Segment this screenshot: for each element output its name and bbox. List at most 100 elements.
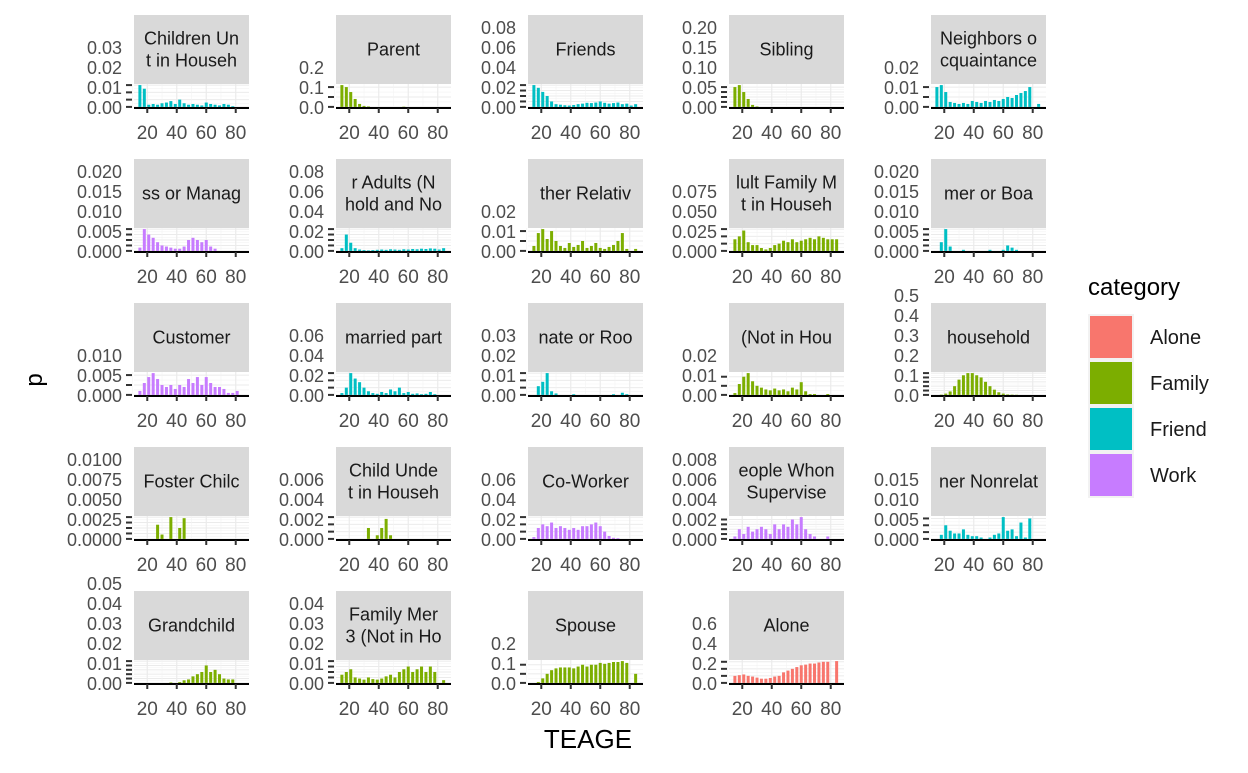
facet-strip bbox=[134, 591, 249, 660]
bar bbox=[603, 102, 607, 107]
bar bbox=[169, 682, 173, 683]
x-tick-label: 40 bbox=[166, 123, 187, 144]
y-tick-label: 0.075 bbox=[672, 182, 717, 202]
bar bbox=[402, 249, 406, 251]
strip-label-group: Customer bbox=[152, 328, 230, 348]
bar bbox=[428, 392, 432, 395]
facet-strip bbox=[528, 447, 643, 516]
x-tick-label: 20 bbox=[339, 411, 360, 432]
x-tick-label: 60 bbox=[196, 267, 217, 288]
x-tick-label: 80 bbox=[225, 267, 246, 288]
x-tick-label: 60 bbox=[791, 411, 812, 432]
bar bbox=[634, 673, 638, 683]
y-tick-label: 0.0100 bbox=[67, 450, 122, 470]
bar bbox=[629, 105, 633, 107]
strip-label-group: Friends bbox=[555, 40, 615, 60]
bar bbox=[751, 381, 755, 395]
x-tick-label: 40 bbox=[761, 123, 782, 144]
legend-items: Alone Family Friend Work bbox=[1088, 314, 1209, 498]
bar bbox=[598, 101, 602, 107]
bar bbox=[397, 249, 401, 251]
facet-strip bbox=[528, 159, 643, 228]
bar bbox=[209, 383, 213, 395]
facet-strip bbox=[336, 15, 451, 84]
legend: category Alone Family Friend Work bbox=[1088, 274, 1209, 498]
bar bbox=[358, 103, 362, 107]
y-tick-label: 0.005 bbox=[77, 366, 122, 386]
bar bbox=[349, 242, 353, 251]
bar bbox=[173, 104, 177, 107]
bar bbox=[433, 672, 437, 683]
bar bbox=[813, 394, 817, 395]
bar bbox=[353, 677, 357, 683]
x-tick-label: 60 bbox=[398, 123, 419, 144]
bar bbox=[567, 242, 571, 251]
bar bbox=[1015, 249, 1019, 251]
bar bbox=[966, 103, 970, 107]
y-tick-label: 0.01 bbox=[682, 366, 717, 386]
bar bbox=[393, 249, 397, 251]
bar bbox=[156, 104, 160, 107]
strip-label: cquaintance bbox=[940, 51, 1037, 71]
y-tick-label: 0.04 bbox=[481, 58, 516, 78]
y-tick-label: 0.010 bbox=[77, 202, 122, 222]
bar bbox=[773, 388, 777, 395]
bar bbox=[550, 670, 554, 683]
bar bbox=[581, 103, 585, 107]
bar bbox=[572, 246, 576, 251]
x-tick-label: 80 bbox=[1022, 123, 1043, 144]
strip-label: (Not in Hou bbox=[741, 328, 832, 348]
bar bbox=[620, 104, 624, 107]
y-tick-label: 0.04 bbox=[481, 490, 516, 510]
bar bbox=[616, 240, 620, 251]
x-tick-label: 40 bbox=[166, 411, 187, 432]
x-tick-label: 60 bbox=[590, 267, 611, 288]
bar bbox=[612, 537, 616, 539]
y-tick-label: 0.005 bbox=[874, 510, 919, 530]
facet-strip bbox=[931, 159, 1046, 228]
bar bbox=[371, 679, 375, 683]
bar bbox=[160, 245, 164, 251]
facet-panel: Parent 0.00.10.2 20 40 60 80 bbox=[299, 15, 451, 144]
bar bbox=[358, 249, 362, 251]
y-tick-label: 0.004 bbox=[672, 490, 717, 510]
bar bbox=[366, 528, 370, 539]
y-tick-label: 0.000 bbox=[874, 530, 919, 550]
x-tick-label: 60 bbox=[590, 699, 611, 720]
bar bbox=[213, 104, 217, 107]
bar bbox=[156, 379, 160, 395]
strip-label-group: Sibling bbox=[759, 40, 813, 60]
bar bbox=[742, 376, 746, 395]
bar bbox=[1019, 522, 1023, 539]
bar bbox=[589, 103, 593, 107]
bar bbox=[187, 679, 191, 683]
y-tick-label: 0.015 bbox=[874, 182, 919, 202]
bar bbox=[213, 386, 217, 395]
y-tick-label: 0.0050 bbox=[67, 490, 122, 510]
y-tick-label: 0.0 bbox=[894, 386, 919, 406]
y-tick-label: 0.5 bbox=[894, 286, 919, 306]
y-tick-label: 0.20 bbox=[682, 18, 717, 38]
bar bbox=[563, 105, 567, 107]
bar bbox=[1001, 98, 1005, 107]
y-tick-label: 0.08 bbox=[289, 162, 324, 182]
bar bbox=[226, 679, 230, 683]
y-tick-label: 0.02 bbox=[289, 634, 324, 654]
bar bbox=[576, 244, 580, 251]
y-tick-label: 0.6 bbox=[692, 614, 717, 634]
x-tick-label: 40 bbox=[963, 267, 984, 288]
bar bbox=[620, 233, 624, 251]
x-tick-label: 60 bbox=[791, 123, 812, 144]
bar bbox=[808, 237, 812, 251]
strip-label-group: Alone bbox=[763, 616, 809, 636]
x-tick-label: 40 bbox=[963, 123, 984, 144]
y-tick-label: 0.03 bbox=[481, 326, 516, 346]
bar bbox=[751, 531, 755, 539]
bar bbox=[835, 239, 839, 251]
bar bbox=[182, 386, 186, 395]
strip-label-group: (Not in Hou bbox=[741, 328, 832, 348]
y-tick-label: 0.002 bbox=[672, 510, 717, 530]
bar bbox=[389, 389, 393, 395]
y-tick-label: 0.000 bbox=[279, 530, 324, 550]
facet-strip bbox=[528, 303, 643, 372]
